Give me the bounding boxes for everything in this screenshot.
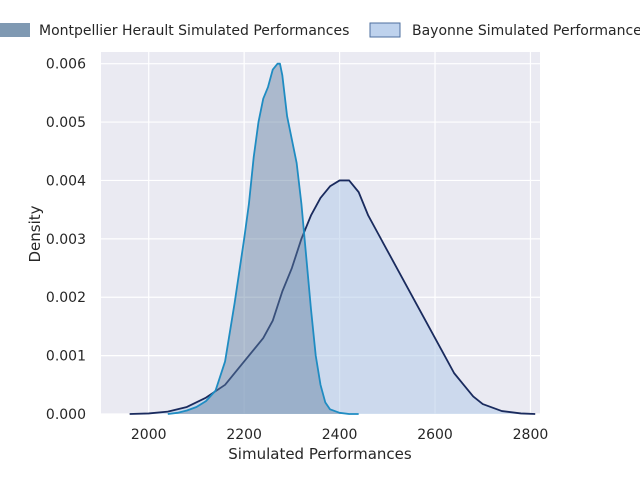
y-axis-label: Density [26,205,44,262]
y-tick-label-1: 0.001 [46,349,86,365]
legend-swatch-0 [0,23,30,37]
legend-swatch-1 [369,22,401,38]
x-tick-label-1: 2200 [226,427,262,443]
y-tick-label-3: 0.003 [46,232,86,248]
x-axis-label: Simulated Performances [228,445,412,463]
y-axis-ticks: 0.000 0.001 0.002 0.003 0.004 0.005 0.006 [46,57,86,423]
legend-label-0: Montpellier Herault Simulated Performanc… [39,23,349,39]
series-line-1 [129,179,536,415]
x-tick-label-2: 2400 [322,427,358,443]
x-tick-label-0: 2000 [131,427,167,443]
legend: Montpellier Herault Simulated Performanc… [0,22,640,39]
series-area-0 [167,63,359,415]
x-axis-ticks: 2000 2200 2400 2600 2800 [131,427,548,443]
series-area-1 [129,180,536,414]
y-tick-label-2: 0.002 [46,290,86,306]
x-tick-label-3: 2600 [417,427,453,443]
y-tick-label-6: 0.006 [46,57,86,73]
x-tick-label-4: 2800 [513,427,549,443]
series-layer [129,62,536,415]
y-tick-label-5: 0.005 [46,115,86,131]
legend-label-1: Bayonne Simulated Performances [412,23,640,39]
series-line-0 [167,62,359,415]
y-tick-label-4: 0.004 [46,173,86,189]
y-tick-label-0: 0.000 [46,407,86,423]
